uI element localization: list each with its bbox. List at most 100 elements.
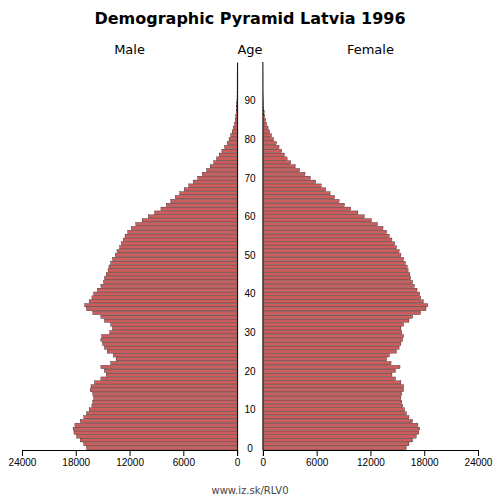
bar <box>207 168 237 171</box>
bar <box>189 184 237 187</box>
bar <box>263 288 417 291</box>
bar <box>104 277 237 280</box>
bar <box>214 161 237 164</box>
bar <box>103 342 237 345</box>
bar <box>263 195 335 198</box>
bar <box>263 331 402 334</box>
bar <box>263 253 401 256</box>
bar <box>263 358 387 361</box>
bar <box>237 72 238 75</box>
bar <box>184 188 237 191</box>
bar <box>90 389 237 392</box>
tick: 0 <box>261 450 267 468</box>
bar <box>93 392 237 395</box>
bar <box>80 439 237 442</box>
tick: 50 <box>237 250 256 261</box>
bar <box>263 342 401 345</box>
bar <box>110 331 237 334</box>
x-axis-line <box>23 451 238 457</box>
tick-mark <box>478 450 479 456</box>
bar <box>263 172 305 175</box>
bar <box>236 95 237 98</box>
bar <box>216 157 237 160</box>
bar <box>263 338 403 341</box>
bar <box>263 423 418 426</box>
x-axis: 0 6000 12000 18000 24000 <box>9 450 241 468</box>
bar <box>263 327 401 330</box>
bar <box>263 203 345 206</box>
bar <box>263 311 421 314</box>
panel-title: Female <box>347 42 394 57</box>
bar <box>263 176 311 179</box>
bar <box>93 311 237 314</box>
bar <box>263 130 270 133</box>
bar <box>229 138 237 141</box>
bar <box>93 400 237 403</box>
bar <box>263 246 397 249</box>
bar <box>101 284 237 287</box>
bar <box>106 273 237 276</box>
tick-label: 12000 <box>116 457 144 468</box>
bar <box>263 277 411 280</box>
bar <box>263 354 389 357</box>
tick: 24000 <box>9 450 37 468</box>
bar <box>263 443 409 446</box>
tick: 70 <box>237 173 256 184</box>
bar <box>148 215 237 218</box>
tick-mark <box>183 450 184 456</box>
bar <box>108 269 237 272</box>
tick-label: 40 <box>244 288 256 299</box>
bar <box>92 296 237 299</box>
tick-label: 0 <box>247 443 253 454</box>
bar <box>232 130 237 133</box>
bar <box>263 199 339 202</box>
bar <box>263 219 371 222</box>
bar <box>263 165 295 168</box>
bar <box>202 172 237 175</box>
bar <box>113 327 238 330</box>
bar <box>263 412 406 415</box>
bar <box>107 350 237 353</box>
bar <box>84 443 237 446</box>
bar <box>263 389 404 392</box>
panel: Female06000120001800024000 <box>261 42 493 468</box>
tick-label: 10 <box>244 404 256 415</box>
bar <box>142 219 237 222</box>
tick-label: 18000 <box>411 457 439 468</box>
tick-label: 12000 <box>357 457 385 468</box>
bar <box>136 223 237 226</box>
bar <box>263 431 419 434</box>
tick: 0 <box>235 450 241 468</box>
bar <box>263 284 414 287</box>
bar <box>263 153 285 156</box>
tick-label: 0 <box>235 457 241 468</box>
tick-label: 20 <box>244 366 256 377</box>
bar <box>263 238 392 241</box>
bar <box>263 261 406 264</box>
bar <box>263 304 428 307</box>
bar <box>84 416 237 419</box>
tick: 80 <box>237 134 256 145</box>
tick-label: 24000 <box>9 457 37 468</box>
bar <box>89 300 237 303</box>
bar <box>219 153 237 156</box>
tick: 18000 <box>411 450 439 468</box>
bar <box>117 250 237 253</box>
bar <box>111 361 237 364</box>
bar <box>263 226 383 229</box>
tick-mark <box>263 450 264 456</box>
bar <box>263 215 364 218</box>
tick-mark <box>76 450 77 456</box>
bar <box>123 238 237 241</box>
bar <box>236 107 237 110</box>
bar <box>101 377 237 380</box>
tick-label: 6000 <box>173 457 196 468</box>
bar <box>131 226 237 229</box>
bar <box>234 122 237 125</box>
bar <box>102 334 237 337</box>
title: Demographic Pyramid Latvia 1996 <box>94 9 405 28</box>
bar <box>263 323 404 326</box>
bar <box>225 145 238 148</box>
tick-label: 18000 <box>62 457 90 468</box>
bar <box>263 234 389 237</box>
